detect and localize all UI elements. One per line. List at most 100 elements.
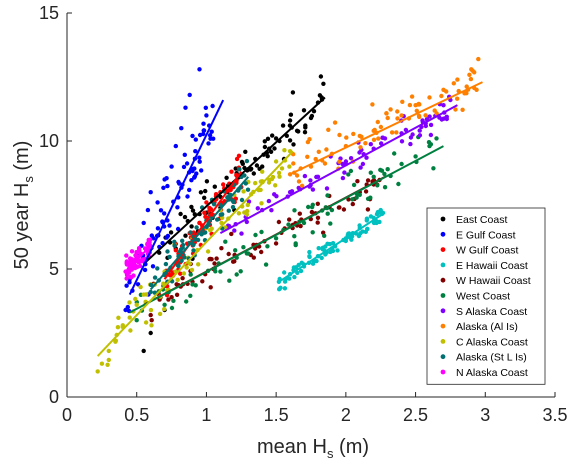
data-point: [173, 248, 178, 253]
data-point: [260, 169, 265, 174]
data-point: [148, 330, 153, 336]
data-point: [241, 189, 246, 194]
data-point: [299, 260, 304, 265]
data-point: [350, 197, 355, 202]
data-point: [190, 133, 195, 139]
data-point: [237, 167, 242, 172]
legend-label: S Alaska Coast: [456, 306, 527, 318]
data-point: [128, 274, 133, 280]
data-point: [185, 194, 190, 199]
data-point: [134, 254, 139, 259]
data-point: [162, 306, 167, 312]
data-point: [193, 149, 198, 154]
data-point: [337, 159, 342, 164]
data-point: [395, 109, 400, 114]
data-point: [239, 231, 244, 236]
data-point: [313, 156, 318, 162]
data-point: [407, 102, 413, 108]
data-point: [183, 105, 188, 110]
data-point: [203, 188, 208, 194]
data-point: [297, 211, 302, 216]
data-point: [220, 212, 225, 217]
data-point: [163, 261, 169, 267]
data-point: [272, 146, 277, 151]
data-point: [394, 130, 399, 135]
fit-line: [278, 211, 386, 283]
legend-marker: [440, 369, 446, 375]
data-point: [324, 186, 330, 191]
legend-marker: [440, 308, 446, 314]
data-point: [253, 180, 258, 186]
data-point: [127, 256, 133, 261]
data-point: [208, 136, 213, 141]
data-point: [455, 77, 460, 82]
data-point: [210, 103, 215, 109]
data-point: [302, 130, 308, 135]
data-point: [238, 269, 243, 274]
data-point: [355, 179, 360, 184]
fit-line: [129, 145, 444, 314]
data-point: [441, 116, 446, 121]
data-point: [310, 202, 315, 207]
data-point: [190, 282, 195, 287]
data-point: [134, 264, 139, 269]
data-point: [190, 168, 195, 174]
data-point: [204, 179, 210, 184]
data-point: [375, 183, 380, 188]
data-point: [365, 226, 370, 232]
data-point: [145, 241, 151, 246]
data-point: [259, 229, 264, 235]
data-point: [189, 178, 194, 183]
data-point: [233, 248, 238, 253]
data-point: [202, 210, 207, 215]
data-point: [291, 161, 296, 166]
data-point: [439, 93, 444, 99]
data-point: [316, 149, 321, 154]
data-point: [169, 295, 174, 300]
data-point: [269, 208, 274, 213]
data-point: [307, 254, 312, 259]
x-tick-label: 1.5: [264, 405, 289, 425]
data-point: [273, 136, 279, 141]
data-point: [251, 171, 256, 176]
data-point: [325, 193, 330, 198]
data-point: [265, 244, 270, 249]
data-point: [322, 233, 327, 238]
data-point: [307, 137, 312, 142]
data-point: [358, 145, 363, 150]
data-point: [184, 161, 190, 166]
data-point: [282, 286, 288, 291]
data-point: [277, 174, 282, 179]
data-point: [399, 113, 404, 118]
data-point: [400, 99, 405, 105]
y-tick-label: 15: [39, 3, 59, 23]
legend-label: W Hawaii Coast: [456, 275, 531, 287]
data-point: [322, 161, 328, 166]
x-tick-label: 0: [62, 405, 72, 425]
data-point: [134, 302, 139, 307]
y-tick-label: 10: [39, 131, 59, 151]
data-point: [141, 348, 146, 354]
legend-marker: [440, 262, 446, 268]
data-point: [292, 234, 297, 239]
data-point: [147, 237, 153, 242]
data-point: [368, 170, 373, 175]
data-point: [340, 161, 345, 167]
data-point: [417, 102, 422, 107]
data-point: [417, 128, 422, 133]
data-point: [167, 223, 172, 228]
data-point: [350, 201, 355, 207]
data-point: [280, 123, 286, 128]
data-point: [212, 184, 217, 189]
data-point: [384, 111, 389, 116]
data-point: [351, 131, 356, 137]
legend-label: E Hawaii Coast: [456, 260, 528, 272]
data-point: [182, 214, 188, 220]
data-point: [208, 228, 213, 233]
data-point: [265, 136, 271, 141]
data-point: [115, 325, 121, 330]
data-point: [141, 220, 146, 226]
data-point: [427, 95, 432, 100]
data-point: [326, 127, 331, 132]
